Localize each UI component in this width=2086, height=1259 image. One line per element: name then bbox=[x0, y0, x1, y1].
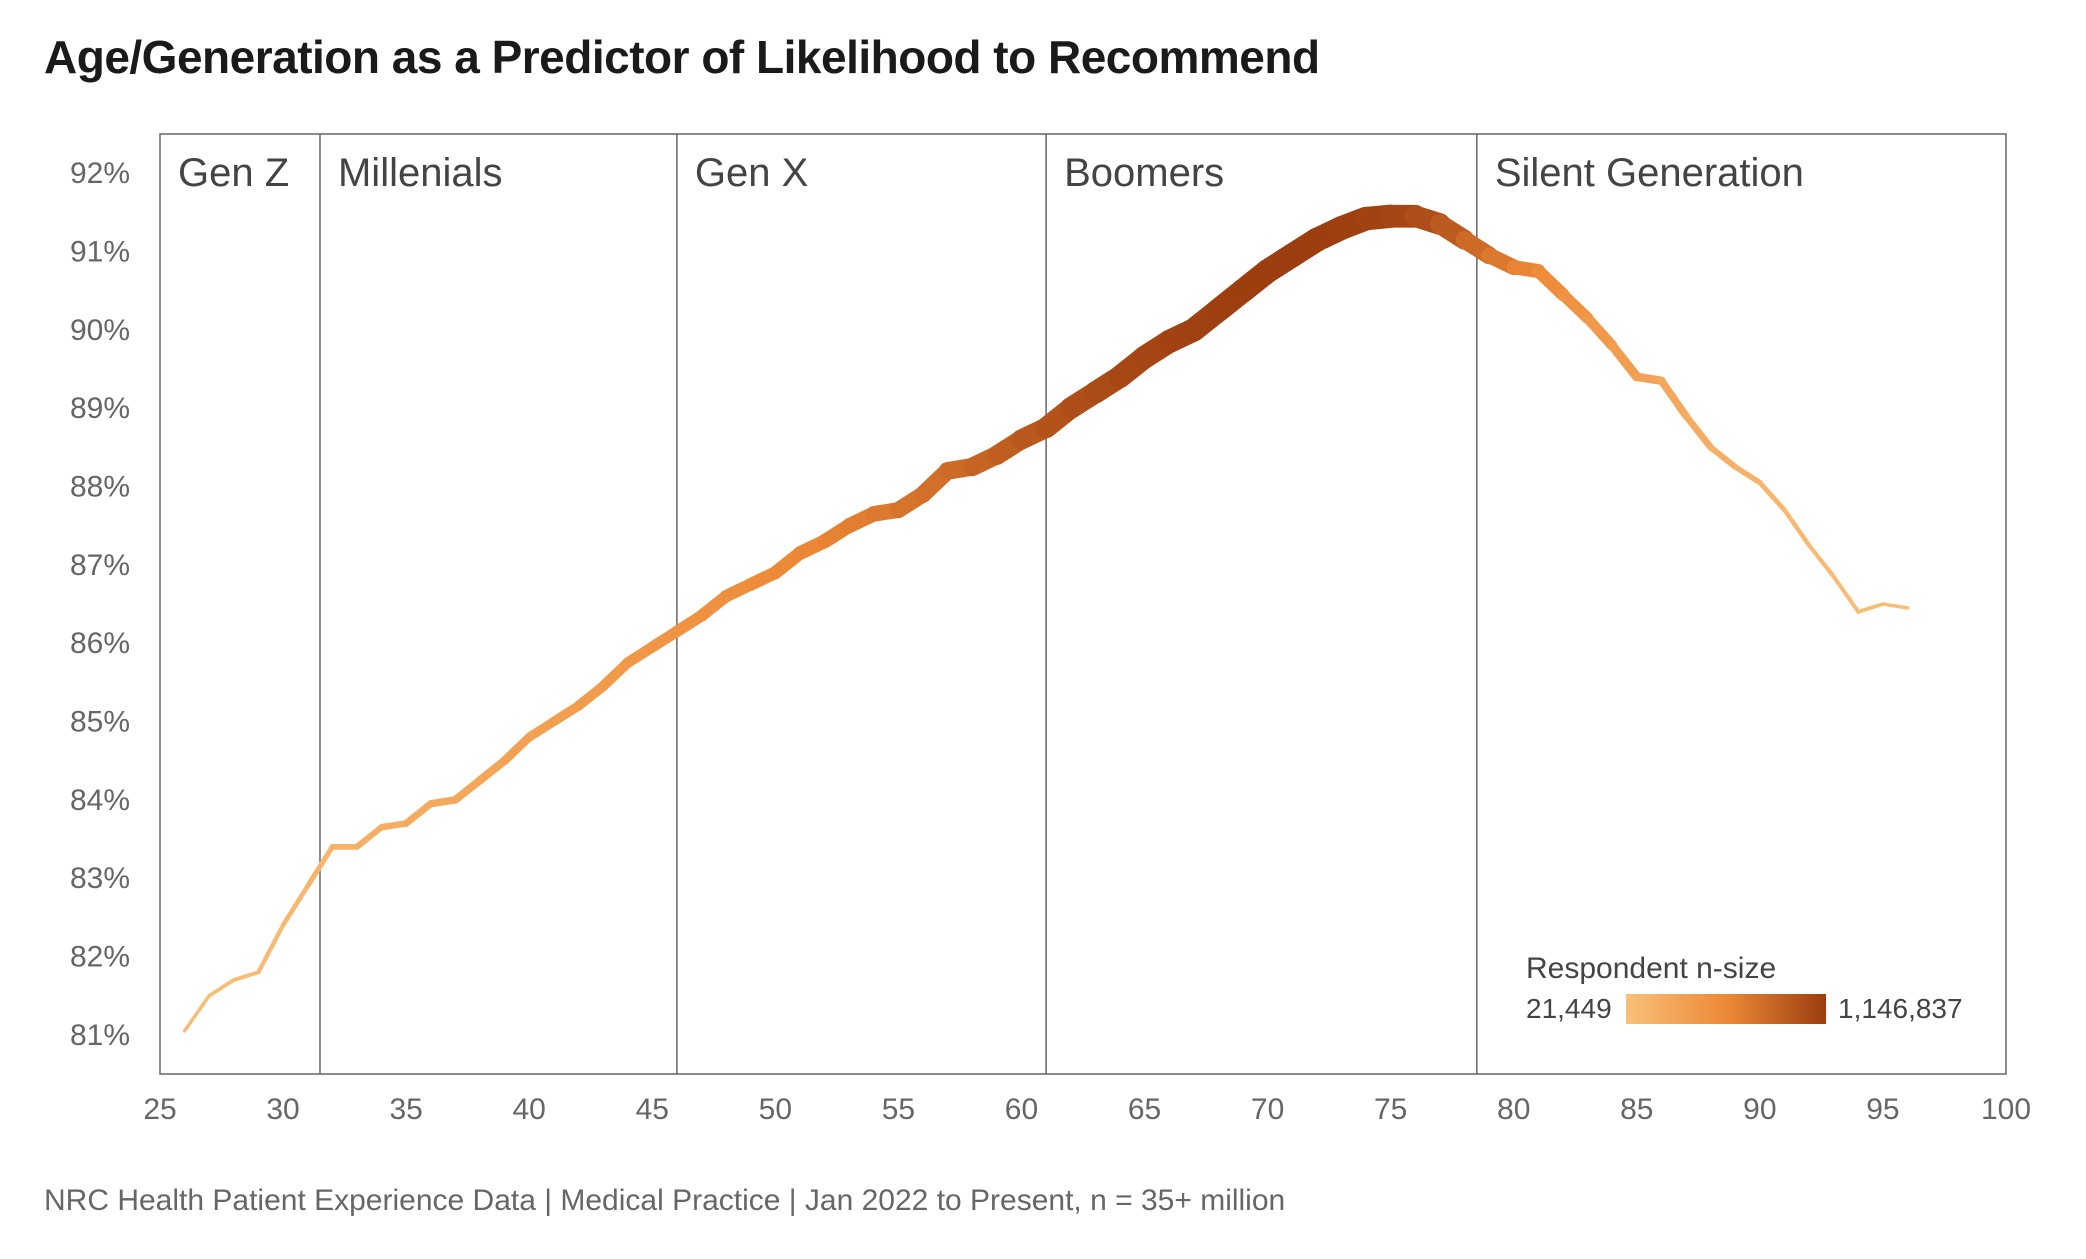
x-axis-tick: 95 bbox=[1866, 1093, 1899, 1126]
x-axis-tick: 50 bbox=[759, 1093, 792, 1126]
x-axis-tick: 85 bbox=[1620, 1093, 1653, 1126]
legend-title: Respondent n-size bbox=[1526, 952, 1776, 985]
y-axis-tick: 84% bbox=[70, 784, 130, 817]
line-segment bbox=[258, 925, 283, 972]
line-segment bbox=[480, 761, 505, 781]
legend: Respondent n-size 21,449 1,146,837 bbox=[1526, 952, 1963, 1024]
line-segment bbox=[1735, 467, 1760, 483]
x-axis-tick: 80 bbox=[1497, 1093, 1530, 1126]
generation-label: Millenials bbox=[338, 151, 503, 195]
line-segment bbox=[357, 827, 382, 847]
line-segment bbox=[1858, 604, 1883, 612]
line-segment bbox=[1760, 483, 1785, 510]
line-segment bbox=[1661, 381, 1686, 416]
line-segment bbox=[1784, 510, 1809, 545]
line-segment bbox=[185, 996, 210, 1031]
legend-min: 21,449 bbox=[1526, 993, 1612, 1024]
x-axis-tick: 100 bbox=[1981, 1093, 2031, 1126]
legend-gradient-bar bbox=[1626, 994, 1826, 1024]
x-axis-tick: 30 bbox=[266, 1093, 299, 1126]
y-axis-tick: 85% bbox=[70, 706, 130, 739]
x-axis-tick: 75 bbox=[1374, 1093, 1407, 1126]
line-segment bbox=[234, 972, 259, 980]
x-axis-tick: 35 bbox=[389, 1093, 422, 1126]
x-axis-tick: 65 bbox=[1128, 1093, 1161, 1126]
line-segment bbox=[283, 886, 308, 925]
line-segment bbox=[1612, 346, 1637, 377]
x-axis-tick: 25 bbox=[143, 1093, 176, 1126]
line-segment bbox=[1686, 416, 1711, 447]
generation-label: Gen Z bbox=[178, 151, 289, 195]
y-axis-tick: 90% bbox=[70, 314, 130, 347]
chart-area: Gen Z Millenials Gen X Boomers Silent Genera… bbox=[40, 124, 2046, 1164]
y-axis-tick: 91% bbox=[70, 236, 130, 269]
y-axis-tick: 82% bbox=[70, 941, 130, 974]
chart-title: Age/Generation as a Predictor of Likelih… bbox=[44, 30, 2046, 84]
line-segment bbox=[1588, 318, 1613, 345]
plot-border bbox=[160, 134, 2006, 1074]
x-axis-tick: 90 bbox=[1743, 1093, 1776, 1126]
legend-max: 1,146,837 bbox=[1838, 993, 1963, 1024]
line-segment bbox=[1711, 447, 1736, 467]
line-segment bbox=[505, 737, 530, 761]
line-segment bbox=[1809, 545, 1834, 576]
line-segment bbox=[406, 804, 431, 824]
line-segment bbox=[209, 980, 234, 996]
y-axis-tick: 87% bbox=[70, 549, 130, 582]
x-axis-tick: 55 bbox=[882, 1093, 915, 1126]
y-axis-tick: 88% bbox=[70, 471, 130, 504]
line-segment bbox=[382, 823, 407, 827]
x-axis-tick: 70 bbox=[1251, 1093, 1284, 1126]
y-axis-tick: 92% bbox=[70, 157, 130, 190]
line-segment bbox=[455, 780, 480, 800]
generation-label: Silent Generation bbox=[1495, 151, 1804, 195]
y-axis-tick: 86% bbox=[70, 627, 130, 660]
x-axis-tick: 40 bbox=[513, 1093, 546, 1126]
line-segment bbox=[1834, 577, 1859, 612]
chart-footnote: NRC Health Patient Experience Data | Med… bbox=[44, 1184, 2046, 1218]
line-segment bbox=[1883, 604, 1908, 608]
y-axis-tick: 89% bbox=[70, 392, 130, 425]
y-axis-tick: 81% bbox=[70, 1019, 130, 1052]
line-chart-svg: Gen Z Millenials Gen X Boomers Silent Genera… bbox=[40, 124, 2046, 1164]
x-axis-tick: 60 bbox=[1005, 1093, 1038, 1126]
y-axis-tick: 83% bbox=[70, 862, 130, 895]
generation-label: Gen X bbox=[695, 151, 808, 195]
generation-label: Boomers bbox=[1064, 151, 1224, 195]
x-axis-tick: 45 bbox=[636, 1093, 669, 1126]
